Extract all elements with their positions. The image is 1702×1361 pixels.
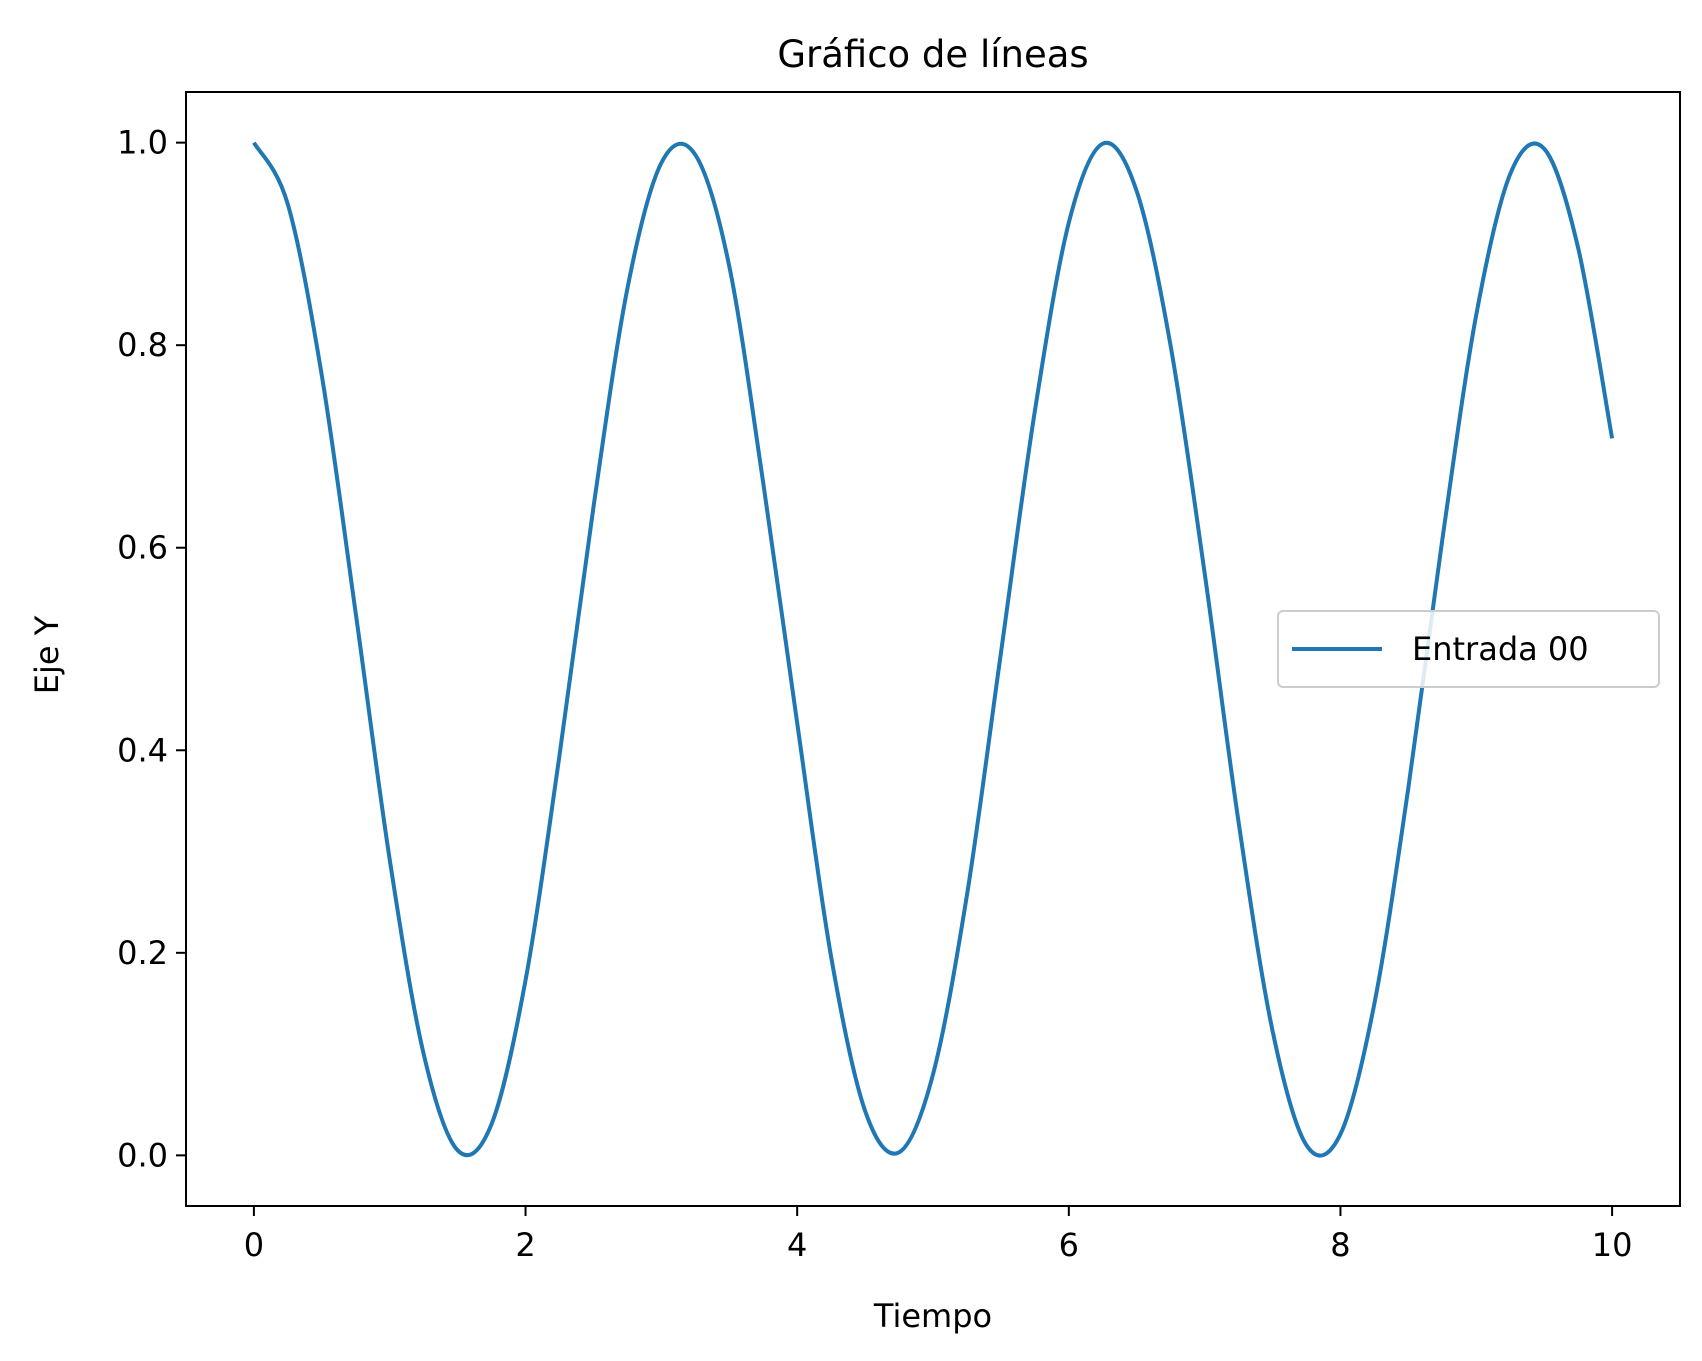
y-tick-label: 0.4 <box>117 731 168 769</box>
y-tick-label: 0.6 <box>117 529 168 567</box>
legend-box <box>1277 610 1660 688</box>
chart-title: Gráfico de líneas <box>777 33 1088 76</box>
series-line-0 <box>252 140 1615 1158</box>
x-tick-label: 8 <box>1330 1226 1350 1264</box>
y-tick-label: 0.8 <box>117 326 168 364</box>
x-axis-label: Tiempo <box>873 1297 992 1335</box>
x-tick-label: 0 <box>244 1226 264 1264</box>
x-tick-label: 2 <box>515 1226 535 1264</box>
x-tick-label: 4 <box>787 1226 807 1264</box>
y-tick-label: 0.0 <box>117 1136 168 1174</box>
y-tick-label: 1.0 <box>117 124 168 162</box>
legend-label-entrada-00: Entrada 00 <box>1412 630 1589 668</box>
axes-frame <box>185 91 1681 1207</box>
x-tick-label: 6 <box>1059 1226 1079 1264</box>
x-tick-label: 10 <box>1592 1226 1633 1264</box>
axis-ticks: 0 2 4 6 8 10 0.0 0.2 0.4 0.6 0.8 1.0 <box>117 124 1632 1264</box>
y-tick-label: 0.2 <box>117 934 168 972</box>
y-axis-label: Eje Y <box>28 615 66 694</box>
legend: Entrada 00 <box>1277 610 1660 688</box>
